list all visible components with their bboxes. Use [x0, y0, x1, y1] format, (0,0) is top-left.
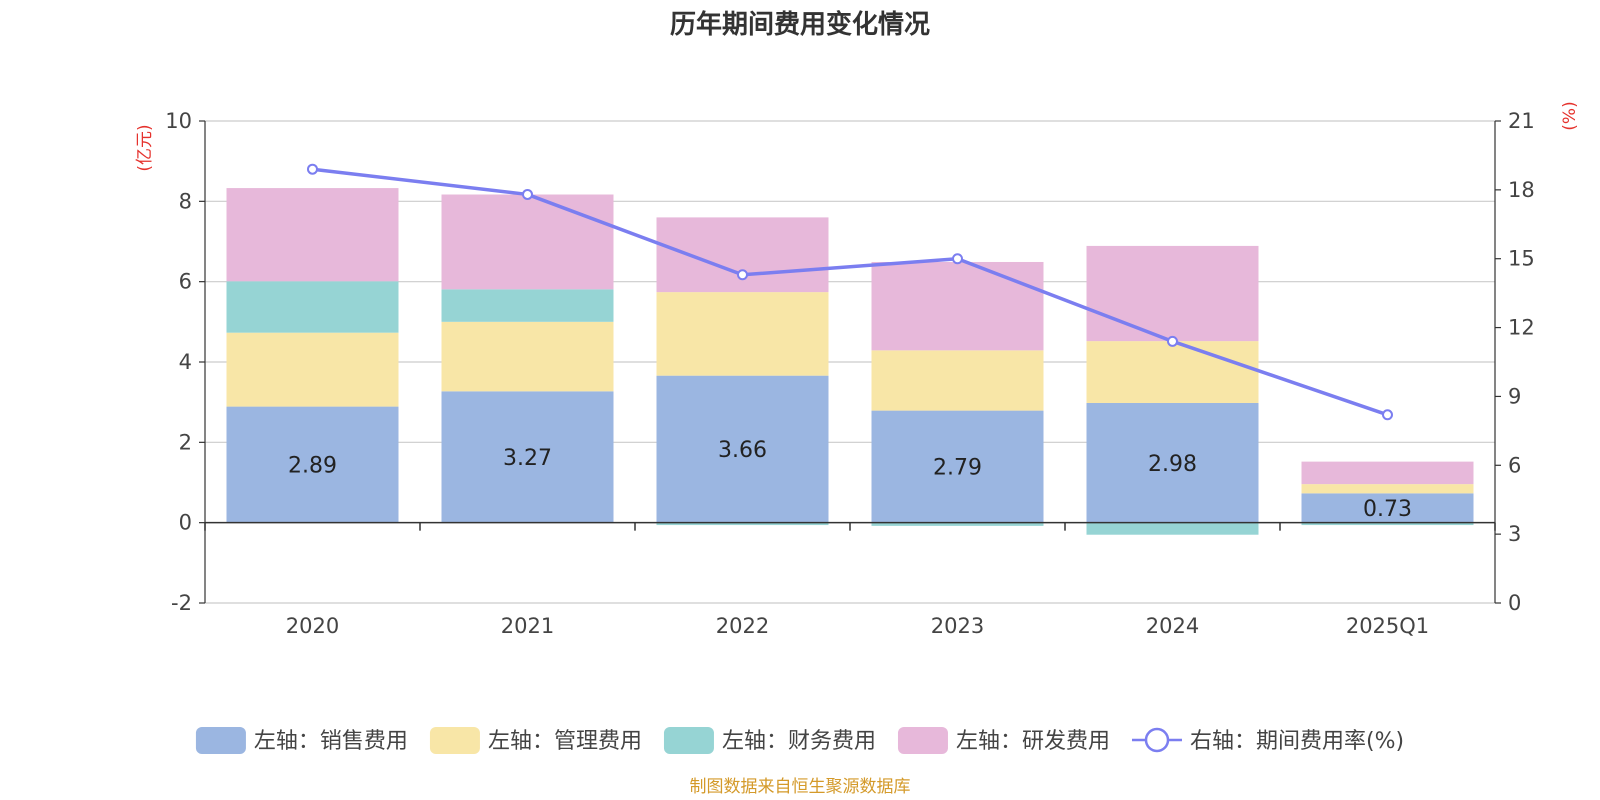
bar-segment-series-0-2025Q1: [1301, 493, 1474, 523]
right-axis-tick-label: 18: [1508, 178, 1535, 202]
bar-segment-series-1-2022: [656, 292, 829, 376]
line-series-expense-ratio: [312, 167, 1389, 417]
bars-layer: [226, 188, 1474, 535]
legend-label: 左轴：财务费用: [722, 729, 876, 754]
right-axis-tick-label: 21: [1508, 109, 1535, 133]
left-axis-tick-label: 2: [179, 430, 192, 454]
left-axis-tick-label: 8: [179, 189, 192, 213]
bar-data-label: 3.27: [503, 446, 552, 471]
axes-layer: -2 0 2 4 6 8 10 0 3 6 9 12 15 18 21 2020 2021 2022 2023 202…: [165, 109, 1534, 638]
legend-label: 右轴：期间费用率(%): [1190, 729, 1404, 754]
x-axis-tick-label: 2024: [1146, 614, 1199, 638]
bar-segment-series-1-2025Q1: [1301, 484, 1474, 494]
right-axis-tick-label: 6: [1508, 453, 1521, 477]
legend-swatch: [429, 727, 480, 754]
x-axis-tick-label: 2022: [716, 614, 769, 638]
legend-item-3: 左轴：研发费用: [897, 727, 1110, 754]
bar-data-label: 2.79: [933, 456, 982, 481]
legend-label: 左轴：研发费用: [956, 729, 1110, 754]
right-axis-tick-label: 9: [1508, 384, 1521, 408]
legend-swatch: [195, 727, 246, 754]
bar-segment-series-0-2020: [226, 406, 399, 523]
bar-segment-series-1-2021: [441, 321, 614, 392]
legend-swatch-marker: [1144, 727, 1170, 753]
right-axis-unit-label: (%): [1560, 101, 1580, 130]
bar-segment-series-3-2022: [656, 217, 829, 293]
bar-data-label: 2.98: [1148, 452, 1197, 477]
bar-segment-series-2-2025Q1: [1301, 522, 1474, 526]
bar-segment-series-2-2023: [871, 522, 1044, 526]
left-axis-tick-label: 10: [165, 109, 192, 133]
bar-segment-series-0-2024: [1086, 402, 1259, 523]
legend-label: 左轴：销售费用: [254, 729, 408, 754]
right-axis-tick-label: 0: [1508, 591, 1521, 615]
labels-layer: 2.89 3.27 3.66 2.79 2.98 0.73: [288, 438, 1412, 522]
bar-segment-series-1-2020: [226, 332, 399, 407]
legend-item-4: 右轴：期间费用率(%): [1131, 727, 1404, 754]
line-point-2020: [307, 163, 318, 175]
legend-item-2: 左轴：财务费用: [663, 727, 876, 754]
bar-segment-series-1-2023: [871, 350, 1044, 411]
bar-segment-series-0-2023: [871, 410, 1044, 523]
legend-swatch: [663, 727, 714, 754]
line-point-2024: [1167, 335, 1178, 347]
bar-segment-series-2-2024: [1086, 522, 1259, 535]
x-axis-tick-label: 2021: [501, 614, 554, 638]
line-layer: [307, 163, 1393, 421]
left-axis-tick-label: -2: [171, 591, 192, 615]
bar-segment-series-3-2020: [226, 188, 399, 282]
line-point-2021: [522, 188, 533, 200]
bar-segment-series-2-2020: [226, 281, 399, 333]
right-axis-tick-label: 12: [1508, 316, 1535, 340]
bar-segment-series-2-2022: [656, 522, 829, 526]
left-axis-tick-label: 6: [179, 270, 192, 294]
bar-segment-series-3-2024: [1086, 245, 1259, 342]
bar-segment-series-1-2024: [1086, 341, 1259, 403]
x-axis-tick-label: 2023: [931, 614, 984, 638]
chart-title: 历年期间费用变化情况: [670, 9, 930, 40]
line-point-2022: [737, 269, 748, 281]
bar-data-label: 0.73: [1363, 497, 1412, 522]
right-axis-tick-label: 15: [1508, 247, 1535, 271]
bar-segment-series-2-2021: [441, 289, 614, 322]
legend-item-1: 左轴：管理费用: [429, 727, 642, 754]
bar-data-label: 2.89: [288, 454, 337, 479]
bar-segment-series-3-2025Q1: [1301, 461, 1474, 485]
left-axis-tick-label: 0: [179, 511, 192, 535]
x-axis-tick-label: 2025Q1: [1346, 614, 1429, 638]
x-axis-tick-label: 2020: [286, 614, 339, 638]
footer-source: 制图数据来自恒生聚源数据库: [690, 777, 911, 797]
bar-data-label: 3.66: [718, 438, 767, 463]
line-point-2023: [952, 253, 963, 265]
legend: 左轴：销售费用 左轴：管理费用 左轴：财务费用 左轴：研发费用 右轴：期间费用率(%): [195, 727, 1404, 754]
legend-label: 左轴：管理费用: [488, 729, 642, 754]
right-axis-tick-label: 3: [1508, 522, 1521, 546]
bar-segment-series-3-2021: [441, 194, 614, 290]
bar-segment-series-3-2023: [871, 261, 1044, 351]
legend-swatch: [897, 727, 948, 754]
bar-segment-series-0-2022: [656, 375, 829, 523]
left-axis-tick-label: 4: [179, 350, 192, 374]
line-point-2025Q1: [1382, 409, 1393, 421]
bar-segment-series-0-2021: [441, 391, 614, 523]
left-axis-unit-label: (亿元): [135, 124, 155, 171]
legend-item-0: 左轴：销售费用: [195, 727, 408, 754]
